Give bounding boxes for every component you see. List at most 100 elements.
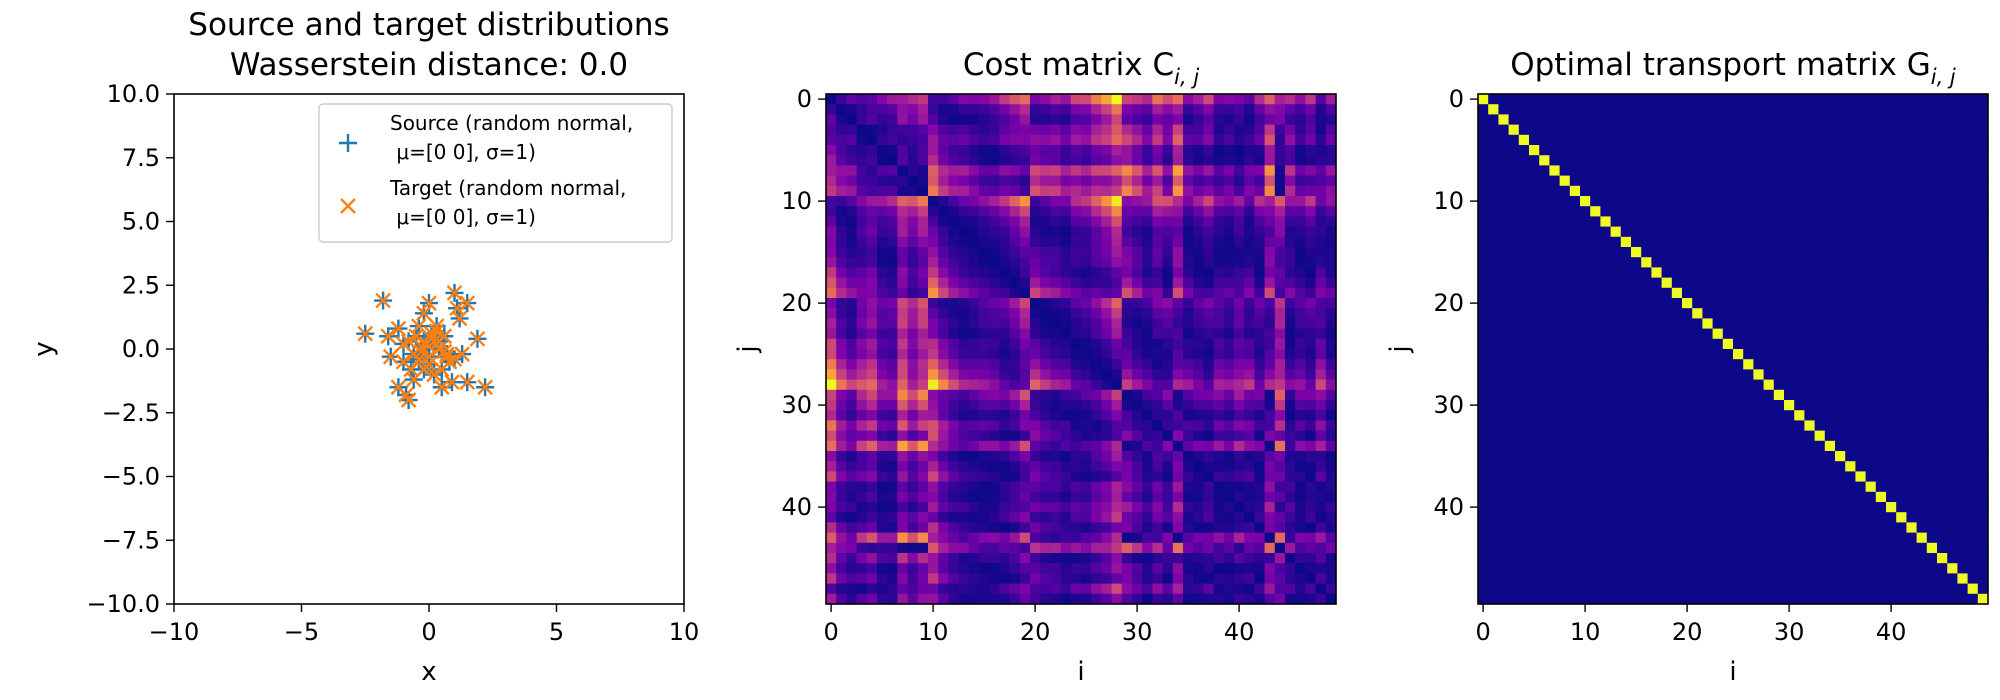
- matrix-cell: [1967, 298, 1979, 309]
- matrix-cell: [1478, 369, 1489, 380]
- matrix-cell: [1081, 94, 1092, 105]
- target-point: [446, 285, 463, 301]
- matrix-cell: [1620, 94, 1632, 105]
- matrix-cell: [979, 226, 990, 238]
- matrix-cell: [1937, 522, 1948, 533]
- matrix-cell: [1784, 542, 1795, 554]
- matrix-cell: [1142, 267, 1153, 278]
- matrix-cell: [1264, 94, 1276, 105]
- matrix-cell: [1183, 287, 1194, 299]
- matrix-cell: [1040, 318, 1051, 329]
- matrix-cell: [1508, 369, 1520, 380]
- matrix-cell: [1009, 277, 1021, 289]
- matrix-cell: [1886, 471, 1897, 482]
- matrix-cell: [1896, 461, 1907, 472]
- matrix-cell: [1488, 369, 1499, 380]
- matrix-cell: [938, 318, 949, 329]
- matrix-cell: [989, 451, 1000, 462]
- matrix-cell: [887, 338, 898, 350]
- matrix-cell: [1111, 461, 1123, 472]
- matrix-cell: [1733, 216, 1744, 227]
- matrix-cell: [1295, 308, 1306, 319]
- matrix-cell: [1753, 145, 1764, 156]
- matrix-cell: [1702, 287, 1713, 299]
- matrix-cell: [1967, 512, 1979, 523]
- matrix-cell: [887, 124, 898, 136]
- matrix-cell: [948, 206, 959, 217]
- matrix-cell: [1559, 379, 1571, 391]
- matrix-cell: [1264, 308, 1276, 319]
- matrix-cell: [1865, 134, 1877, 146]
- matrix-cell: [1631, 512, 1642, 523]
- matrix-cell: [1926, 165, 1938, 176]
- matrix-cell: [1712, 165, 1724, 176]
- matrix-cell: [1682, 236, 1693, 248]
- matrix-cell: [1916, 328, 1928, 340]
- matrix-cell: [1824, 430, 1836, 442]
- matrix-cell: [1784, 145, 1795, 156]
- matrix-cell: [1916, 389, 1928, 401]
- matrix-cell: [1132, 318, 1143, 329]
- matrix-cell: [1529, 369, 1540, 380]
- matrix-cell: [1295, 359, 1306, 370]
- matrix-cell: [1937, 216, 1948, 227]
- matrix-cell: [1855, 267, 1866, 278]
- matrix-cell: [1152, 522, 1163, 533]
- matrix-cell: [826, 308, 837, 319]
- matrix-cell: [1865, 308, 1877, 319]
- matrix-cell: [1019, 267, 1031, 278]
- matrix-cell: [1641, 563, 1652, 574]
- matrix-cell: [1488, 185, 1499, 197]
- matrix-cell: [1295, 196, 1306, 207]
- matrix-cell: [1590, 298, 1601, 309]
- matrix-cell: [1121, 400, 1133, 411]
- matrix-cell: [1620, 196, 1632, 207]
- matrix-cell: [1957, 542, 1968, 554]
- matrix-cell: [1040, 451, 1051, 462]
- matrix-cell: [1478, 318, 1489, 329]
- matrix-cell: [1223, 145, 1235, 156]
- matrix-cell: [1488, 175, 1499, 187]
- matrix-cell: [1682, 522, 1693, 533]
- matrix-cell: [1264, 287, 1276, 299]
- matrix-cell: [1835, 522, 1846, 533]
- matrix-cell: [1967, 410, 1979, 421]
- matrix-cell: [1671, 471, 1683, 482]
- matrix-cell: [1712, 247, 1724, 258]
- matrix-cell: [1285, 593, 1296, 605]
- matrix-cell: [1325, 226, 1337, 238]
- matrix-cell: [1305, 451, 1316, 462]
- matrix-cell: [1804, 196, 1815, 207]
- matrix-cell: [1081, 114, 1092, 125]
- matrix-cell: [1651, 359, 1662, 370]
- matrix-cell: [1865, 267, 1877, 278]
- legend-source-label-line-1: Source (random normal,: [390, 111, 633, 135]
- matrix-cell: [836, 145, 847, 156]
- matrix-cell: [866, 226, 878, 238]
- matrix-cell: [1539, 267, 1550, 278]
- matrix-cell: [1722, 175, 1734, 187]
- matrix-cell: [1773, 216, 1785, 227]
- matrix-cell: [1508, 308, 1520, 319]
- matrix-cell: [1111, 430, 1123, 442]
- matrix-cell: [1223, 573, 1235, 584]
- matrix-cell: [1295, 522, 1306, 533]
- matrix-cell: [1478, 165, 1489, 176]
- matrix-cell: [917, 124, 929, 136]
- matrix-cell: [1183, 369, 1194, 380]
- matrix-cell: [1070, 298, 1082, 309]
- matrix-cell: [928, 277, 939, 289]
- matrix-cell: [1050, 451, 1061, 462]
- matrix-cell: [1580, 542, 1591, 554]
- matrix-cell: [938, 257, 949, 268]
- matrix-cell: [1977, 440, 1989, 452]
- matrix-cell: [1518, 481, 1530, 493]
- matrix-cell: [1916, 491, 1928, 503]
- matrix-cell: [1223, 165, 1235, 176]
- matrix-cell: [1091, 267, 1102, 278]
- matrix-cell: [1203, 522, 1214, 533]
- matrix-cell: [1539, 553, 1550, 564]
- matrix-cell: [1081, 175, 1092, 187]
- matrix-cell: [1019, 247, 1031, 258]
- matrix-cell: [917, 287, 929, 299]
